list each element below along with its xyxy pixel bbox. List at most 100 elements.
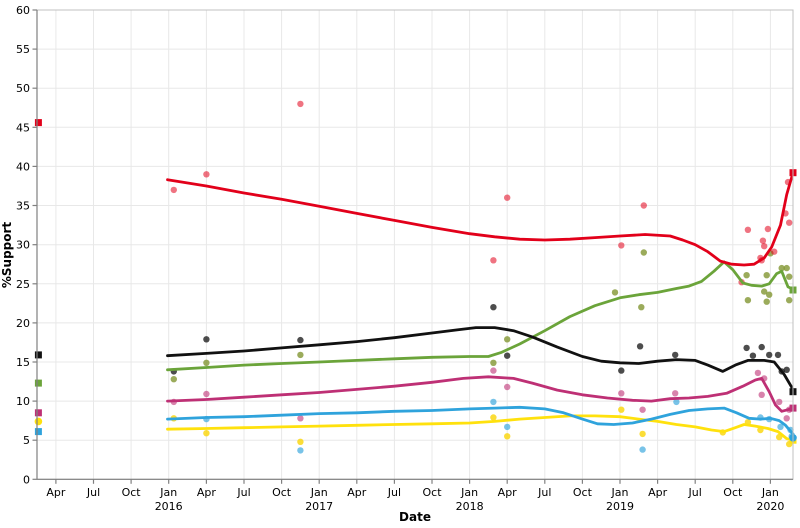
x-axis-title: Date [399, 510, 431, 524]
poll-dot-magenta [504, 383, 511, 391]
poll-dot-red [640, 202, 647, 209]
poll-dot-blue [673, 398, 680, 406]
poll-dot-magenta [618, 390, 625, 397]
poll-dot-magenta [672, 390, 679, 397]
poll-dot-blue [777, 423, 784, 431]
poll-dot-green [778, 264, 785, 272]
poll-dot-black [743, 344, 750, 352]
poll-dot-black [203, 336, 210, 343]
poll-dot-green [783, 264, 790, 272]
poll-dot-magenta [783, 415, 790, 422]
poll-dot-red [744, 226, 752, 233]
trend-line-black [166, 326, 795, 391]
poll-dot-blue [490, 398, 497, 406]
poll-dot-black [504, 352, 511, 359]
x-tick-label: Jan [310, 486, 328, 499]
x-tick-label: Oct [573, 486, 593, 499]
x-tick-label: Apr [648, 486, 668, 499]
x-tick-label: Jul [86, 486, 100, 499]
x-tick-year-label: 2017 [305, 500, 333, 513]
poll-dot-yellow [203, 430, 210, 437]
result-marker-left-green [34, 379, 42, 387]
x-tick-label: Jul [387, 486, 401, 499]
poll-dot-green [743, 272, 750, 279]
y-tick-label: 30 [16, 239, 30, 252]
y-tick-label: 45 [16, 121, 30, 134]
poll-dot-blue [639, 446, 646, 453]
x-tick-label: Apr [498, 486, 518, 499]
grid-layer [37, 9, 793, 480]
poll-dot-green [761, 288, 768, 295]
poll-dot-magenta [758, 391, 765, 398]
y-tick-label: 25 [16, 278, 30, 291]
poll-dot-red [203, 171, 210, 178]
poll-dot-black [749, 352, 757, 359]
poll-dot-green [640, 249, 647, 256]
x-tick-label: Apr [347, 486, 367, 499]
x-tick-year-label: 2019 [606, 500, 634, 513]
trend-line-red [166, 171, 795, 267]
y-tick-label: 50 [16, 82, 30, 95]
x-tick-label: Oct [723, 486, 743, 499]
trend-line-green [166, 260, 795, 372]
x-tick-year-label: 2016 [155, 500, 183, 513]
poll-dot-black [758, 343, 765, 351]
poll-dot-black [672, 351, 679, 359]
y-tick-label: 60 [16, 4, 30, 17]
x-tick-label: Jan [761, 486, 779, 499]
y-tick-label: 10 [16, 395, 30, 408]
trend-lines-layer [166, 171, 795, 442]
poll-dot-green [786, 273, 793, 280]
y-tick-label: 5 [23, 434, 30, 447]
result-marker-left-red [34, 119, 42, 127]
x-tick-label: Jul [537, 486, 551, 499]
x-tick-label: Apr [197, 486, 217, 499]
y-tick-label: 55 [16, 43, 30, 56]
poll-dot-green [638, 304, 645, 311]
poll-dot-green [763, 298, 770, 305]
trend-line-magenta [166, 375, 795, 413]
poll-dot-magenta [297, 415, 304, 422]
x-tick-label: Jan [159, 486, 177, 499]
x-tick-label: Jan [460, 486, 478, 499]
y-axis-title: %Support [0, 222, 14, 289]
poll-dot-green [297, 351, 304, 359]
poll-dot-red [764, 225, 772, 233]
poll-dot-red [504, 194, 511, 201]
poll-dot-red [618, 242, 625, 249]
y-tick-label: 35 [16, 200, 30, 213]
poll-dot-black [774, 351, 782, 359]
poll-dot-green [170, 376, 177, 383]
poll-dot-green [766, 291, 773, 298]
poll-dot-magenta [203, 390, 210, 398]
poll-dot-black [783, 366, 790, 373]
poll-dot-black [297, 336, 304, 344]
result-marker-left-magenta [34, 409, 42, 417]
result-marker-left-blue [34, 428, 42, 436]
poll-dot-red [490, 257, 497, 264]
y-tick-label: 0 [23, 473, 30, 486]
x-tick-label: Jan [611, 486, 629, 499]
poll-dot-green [763, 272, 770, 279]
y-tick-label: 40 [16, 160, 30, 173]
poll-dot-yellow [639, 430, 646, 438]
poll-dot-blue [504, 423, 511, 431]
y-tick-label: 20 [16, 317, 30, 330]
poll-dot-yellow [490, 414, 497, 421]
result-markers-layer [34, 119, 797, 444]
poll-dot-black [490, 304, 497, 311]
poll-dot-magenta [754, 369, 762, 377]
poll-dot-magenta [776, 398, 783, 406]
x-tick-year-label: 2020 [756, 500, 784, 513]
x-tick-label: Jul [236, 486, 250, 499]
poll-dot-black [636, 343, 644, 350]
x-tick-label: Oct [422, 486, 442, 499]
x-tick-label: Apr [46, 486, 66, 499]
poll-dot-red [297, 100, 304, 108]
poll-dot-blue [297, 447, 304, 454]
x-tick-label: Oct [272, 486, 292, 499]
poll-dot-magenta [639, 406, 646, 413]
poll-dot-red [761, 243, 768, 250]
